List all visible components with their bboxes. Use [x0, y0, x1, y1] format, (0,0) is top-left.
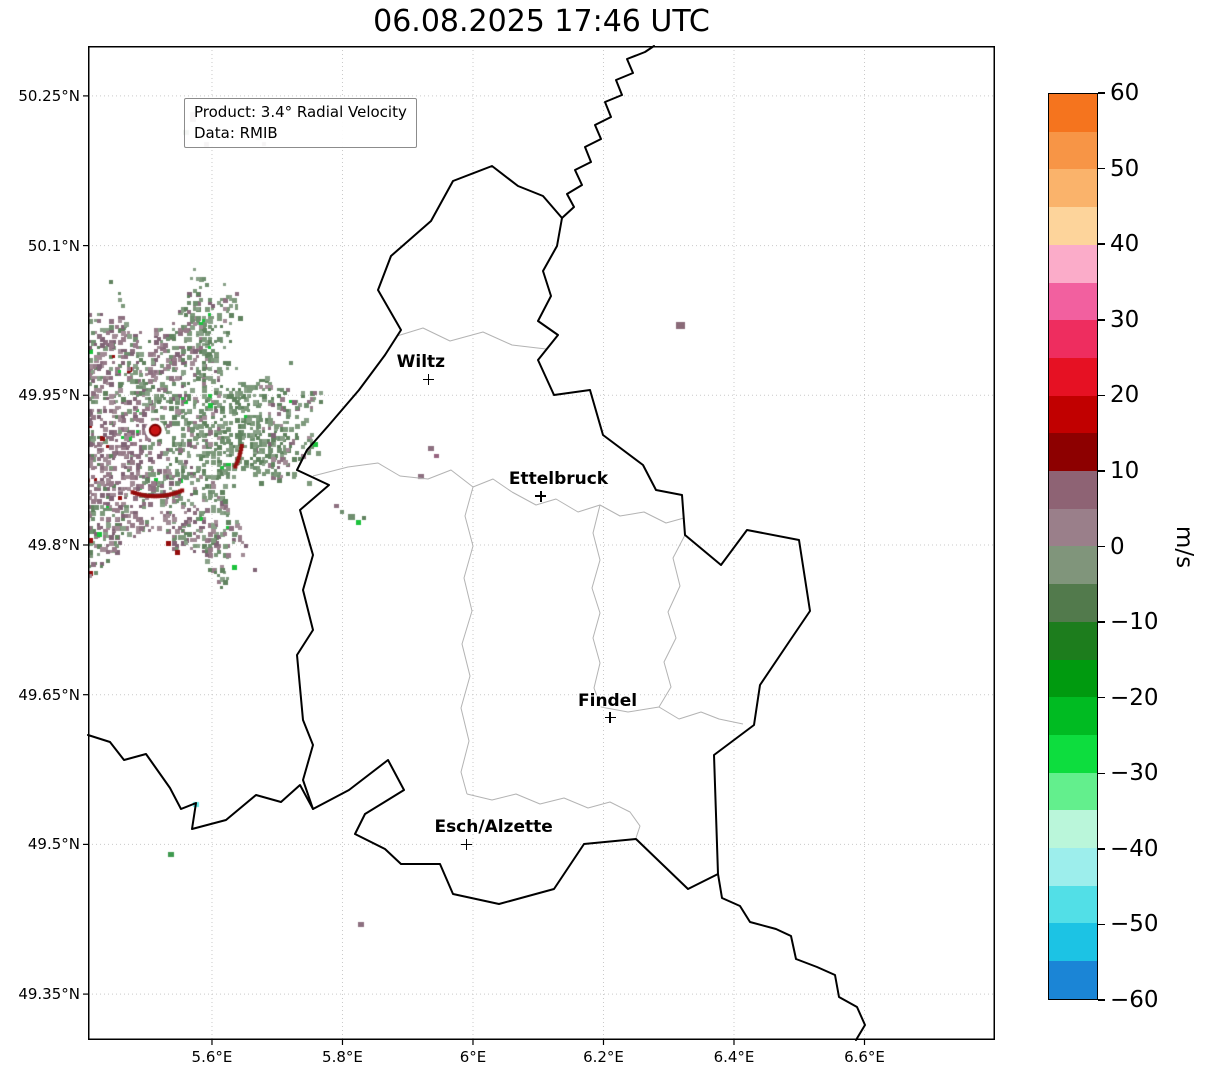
city-label: Ettelbruck: [508, 469, 609, 490]
y-tick-label: 49.95°N: [18, 386, 80, 405]
colorbar-segment: [1049, 885, 1097, 924]
colorbar-tick-label: −40: [1110, 835, 1159, 862]
colorbar-segment: [1049, 471, 1097, 509]
belgium-germany-border: [561, 45, 655, 219]
map-plot: Product: 3.4° Radial Velocity Data: RMIB: [83, 45, 995, 1045]
product-legend: Product: 3.4° Radial Velocity Data: RMIB: [184, 98, 417, 148]
y-tick-label: 50.1°N: [27, 236, 80, 255]
x-tick-label: 5.6°E: [191, 1048, 233, 1066]
colorbar-segment: [1049, 546, 1097, 585]
district-border: [511, 491, 685, 524]
france-belgium-border: [87, 734, 314, 830]
y-tick-label: 49.65°N: [18, 685, 80, 704]
district-border: [466, 793, 641, 839]
colorbar-segment: [1049, 94, 1097, 132]
colorbar-tick: [1098, 319, 1105, 321]
colorbar-segment: [1049, 357, 1097, 396]
colorbar-tick-label: 30: [1110, 306, 1140, 333]
district-border: [460, 486, 474, 795]
colorbar-tick: [1098, 394, 1105, 397]
legend-product-line: Product: 3.4° Radial Velocity: [194, 103, 407, 121]
plot-frame: [88, 46, 995, 1040]
colorbar-tick-label: 0: [1110, 533, 1125, 560]
colorbar-tick-label: 10: [1110, 457, 1140, 484]
y-tick-label: 49.5°N: [27, 835, 80, 854]
x-tick-label: 6.2°E: [583, 1048, 624, 1066]
city-label: Findel: [578, 690, 638, 711]
colorbar-tick: [1098, 696, 1105, 699]
x-tick-label: 6.6°E: [844, 1048, 885, 1066]
colorbar-segment: [1049, 207, 1097, 245]
colorbar-tick: [1098, 243, 1105, 245]
colorbar-tick: [1098, 167, 1105, 170]
colorbar-segment: [1049, 810, 1097, 849]
france-germany-border: [717, 873, 866, 1041]
colorbar-segment: [1049, 961, 1097, 999]
colorbar-segment: [1049, 282, 1097, 321]
colorbar-tick: [1098, 470, 1105, 472]
district-border: [591, 504, 660, 713]
colorbar-unit: m/s: [1164, 93, 1204, 1000]
district-border: [396, 327, 547, 350]
plot-title: 06.08.2025 17:46 UTC: [373, 4, 710, 39]
district-border: [658, 534, 744, 725]
colorbar-tick: [1098, 848, 1105, 850]
colorbar-segment: [1049, 697, 1097, 735]
colorbar-tick: [1098, 999, 1105, 1001]
colorbar-unit-label: m/s: [1171, 525, 1198, 568]
colorbar-tick-label: 50: [1110, 155, 1140, 182]
colorbar-segment: [1049, 621, 1097, 660]
colorbar-tick: [1098, 621, 1105, 623]
colorbar-segment: [1049, 169, 1097, 208]
colorbar-segment: [1049, 244, 1097, 283]
city-plus-icon: [535, 490, 547, 502]
colorbar-segment: [1049, 433, 1097, 472]
colorbar-tick-label: −50: [1110, 911, 1159, 938]
colorbar-segment: [1049, 772, 1097, 811]
y-tick-label: 49.8°N: [27, 535, 80, 554]
colorbar-segment: [1049, 131, 1097, 170]
colorbar-segment: [1049, 848, 1097, 886]
colorbar-segment: [1049, 395, 1097, 434]
x-tick-label: 6.4°E: [713, 1048, 755, 1066]
city-plus-icon: [460, 838, 472, 850]
city-label: Wiltz: [396, 352, 446, 373]
map-borders: [83, 45, 995, 1045]
radar-velocity-field: [88, 46, 995, 1040]
y-tick-label: 49.35°N: [18, 985, 80, 1004]
y-tick-label: 50.25°N: [18, 86, 80, 105]
district-borders: [312, 327, 744, 839]
legend-data-line: Data: RMIB: [194, 124, 278, 142]
colorbar-segment: [1049, 320, 1097, 358]
district-border: [312, 462, 513, 493]
colorbar-tick-label: −20: [1110, 684, 1159, 711]
colorbar-segment: [1049, 659, 1097, 698]
colorbar-tick: [1098, 772, 1105, 774]
luxembourg-border: [296, 165, 811, 905]
x-tick-label: 6°E: [459, 1048, 487, 1066]
colorbar-tick-label: −60: [1110, 987, 1159, 1013]
colorbar-tick-label: −10: [1110, 609, 1159, 636]
colorbar-tick: [1098, 92, 1105, 94]
colorbar-tick: [1098, 923, 1105, 926]
colorbar-tick-label: 60: [1110, 80, 1140, 106]
colorbar-segment: [1049, 734, 1097, 773]
colorbar-segment: [1049, 508, 1097, 547]
colorbar-tick-label: 20: [1110, 382, 1140, 409]
colorbar: [1048, 93, 1098, 1000]
city-plus-icon: [604, 712, 616, 724]
colorbar-segment: [1049, 923, 1097, 962]
city-label: Esch/Alzette: [434, 817, 553, 838]
colorbar-segment: [1049, 584, 1097, 622]
colorbar-tick: [1098, 545, 1105, 548]
city-plus-icon: [423, 373, 435, 385]
x-tick-label: 5.8°E: [322, 1048, 363, 1066]
colorbar-tick-label: 40: [1110, 231, 1140, 258]
colorbar-tick-label: −30: [1110, 760, 1159, 787]
